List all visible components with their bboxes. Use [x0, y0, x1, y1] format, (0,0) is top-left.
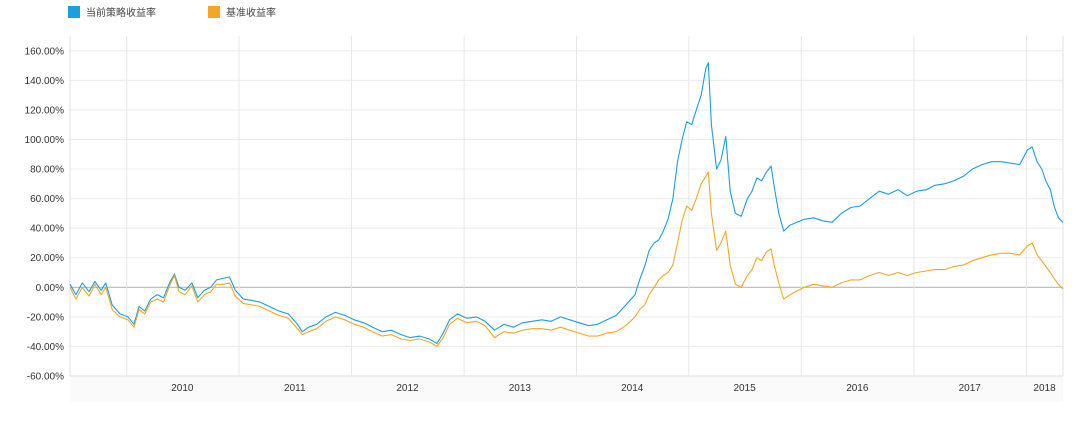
- x-tick-label: 2015: [733, 383, 756, 394]
- grid: [69, 36, 1064, 377]
- y-tick-label: -40.00%: [27, 342, 64, 353]
- y-tick-label: 140.00%: [25, 76, 65, 87]
- x-tick-label: 2010: [171, 383, 194, 394]
- series-line-strategy: [69, 62, 1064, 345]
- y-tick-label: 160.00%: [25, 46, 65, 57]
- y-tick-label: 80.00%: [30, 165, 64, 176]
- x-tick-label: 2017: [959, 383, 982, 394]
- y-tick-label: 120.00%: [25, 105, 65, 116]
- legend-item-benchmark[interactable]: 基准收益率: [208, 6, 276, 19]
- series-line-benchmark: [69, 171, 1064, 347]
- y-tick-label: 60.00%: [30, 194, 64, 205]
- x-tick-label: 2016: [846, 383, 869, 394]
- series-lines: [69, 62, 1064, 347]
- y-tick-label: 20.00%: [30, 253, 64, 264]
- x-tick-label: 2012: [396, 383, 419, 394]
- legend-item-strategy[interactable]: 当前策略收益率: [68, 6, 156, 19]
- legend-label-benchmark: 基准收益率: [226, 6, 276, 19]
- x-tick-label: 2014: [621, 383, 644, 394]
- legend-label-strategy: 当前策略收益率: [86, 6, 156, 19]
- x-tick-label: 2011: [284, 383, 306, 394]
- y-tick-label: 40.00%: [30, 224, 64, 235]
- y-tick-label: 100.00%: [25, 135, 65, 146]
- y-tick-label: -60.00%: [27, 372, 64, 383]
- legend-swatch-benchmark: [208, 6, 220, 18]
- x-tick-label: 2018: [1033, 383, 1056, 394]
- legend: 当前策略收益率 基准收益率: [68, 6, 276, 19]
- x-axis-band: [70, 376, 1063, 402]
- y-tick-label: -20.00%: [27, 312, 64, 323]
- y-axis: -60.00% -40.00% -20.00% 0.00% 20.00% 40.00% 60…: [25, 46, 65, 382]
- x-tick-label: 2013: [509, 383, 532, 394]
- y-tick-label: 0.00%: [36, 283, 64, 294]
- x-axis: 2010 2011 2012 2013 2014 2015 2016 2017 2018: [171, 383, 1056, 394]
- legend-swatch-strategy: [68, 6, 80, 18]
